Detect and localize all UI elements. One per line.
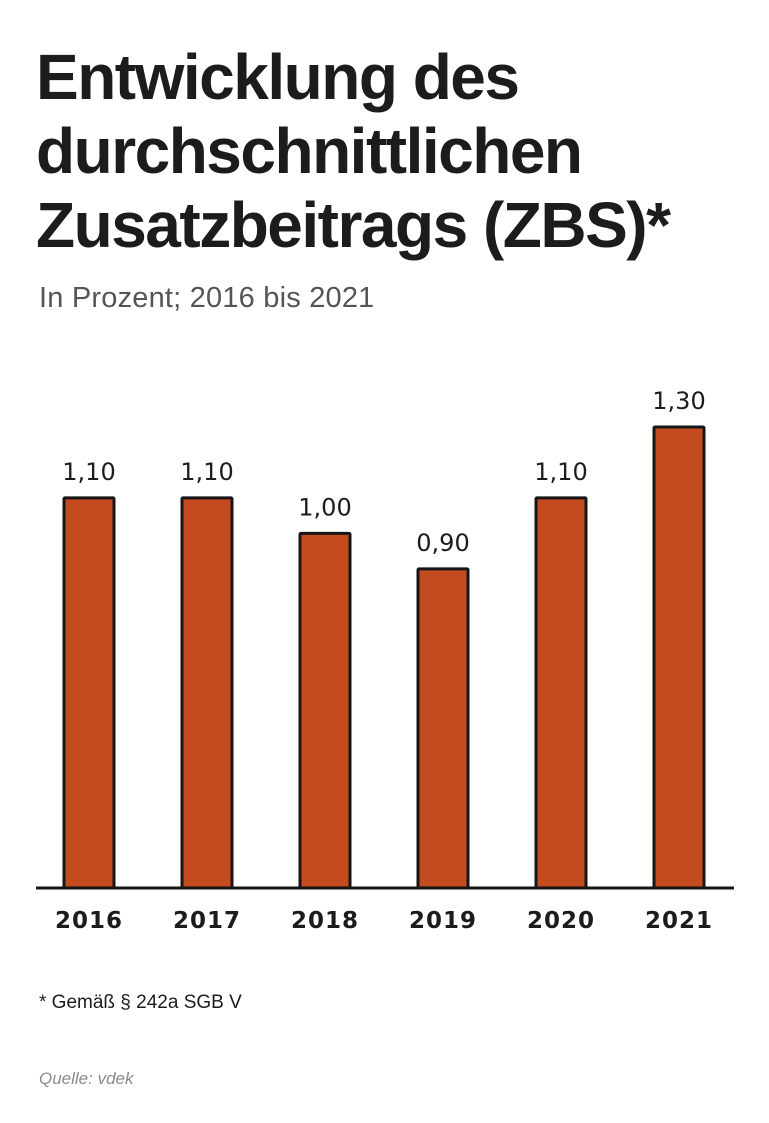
chart-title: Entwicklung des durchschnittlichen Zusat… <box>36 41 671 261</box>
bar-2021 <box>652 425 706 890</box>
bar-2020 <box>534 496 588 890</box>
x-tick-label-2017: 2017 <box>173 908 241 930</box>
x-tick-label-2021: 2021 <box>645 908 713 930</box>
x-tick-label-2018: 2018 <box>291 908 359 930</box>
footnote: * Gemäß § 242a SGB V <box>39 992 242 1013</box>
value-label-2021: 1,30 <box>652 387 705 415</box>
x-tick-label-2016: 2016 <box>55 908 123 930</box>
value-label-2018: 1,00 <box>298 493 351 521</box>
value-label-2017: 1,10 <box>180 458 233 486</box>
bar-2018 <box>298 531 352 890</box>
chart-subtitle: In Prozent; 2016 bis 2021 <box>39 282 375 314</box>
value-label-2019: 0,90 <box>416 529 469 557</box>
bar-2019 <box>416 567 470 890</box>
bar-2016 <box>62 496 116 890</box>
value-label-2016: 1,10 <box>62 458 115 486</box>
source-note: Quelle: vdek <box>39 1069 134 1088</box>
x-tick-label-2020: 2020 <box>527 908 595 930</box>
x-tick-label-2019: 2019 <box>409 908 477 930</box>
bar-2017 <box>180 496 234 890</box>
value-label-2020: 1,10 <box>534 458 587 486</box>
bar-chart: 1,10 2016 1,10 2017 1,00 2018 0,90 2019 1,10 2020… <box>36 387 734 930</box>
